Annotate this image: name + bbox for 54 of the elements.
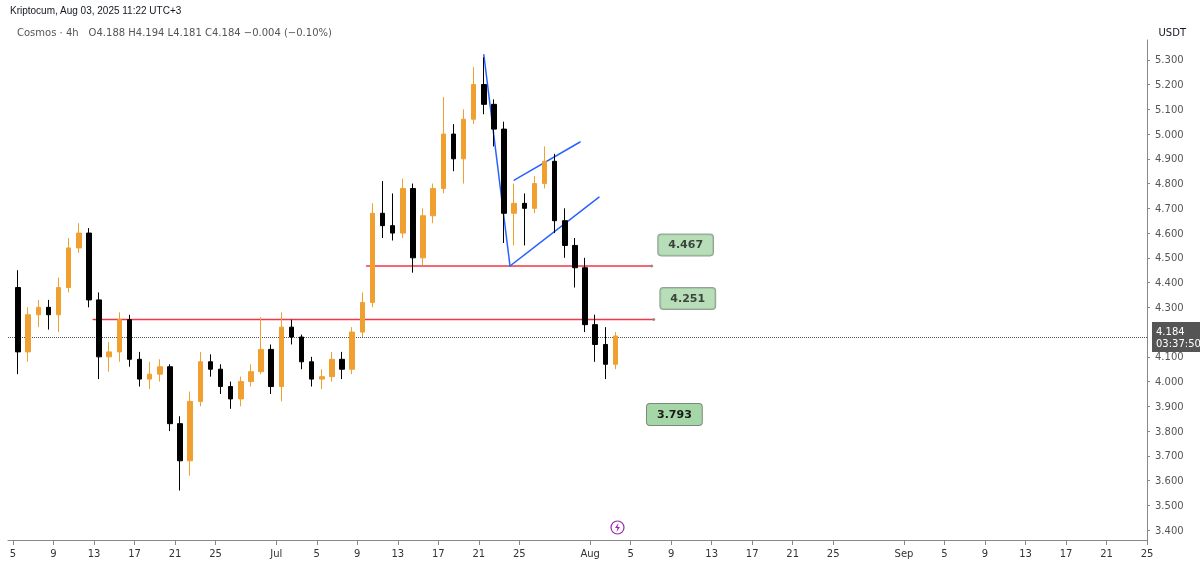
x-tick-label: Jul — [269, 547, 283, 559]
y-axis-title: USDT — [1158, 26, 1187, 38]
annotation: 4.467 — [668, 238, 704, 252]
x-tick-label: 21 — [472, 547, 486, 559]
chart-title: Cosmos · 4h — [17, 26, 79, 38]
x-tick-label: 5 — [941, 547, 948, 559]
x-tick-label: 5 — [313, 547, 320, 559]
y-tick-label: 3.700 — [1155, 450, 1184, 462]
x-tick-label: 21 — [786, 547, 800, 559]
x-tick-label: 5 — [627, 547, 634, 559]
x-tick-label: 9 — [667, 547, 675, 559]
y-tick-label: 5.200 — [1155, 79, 1184, 91]
x-tick-label: 25 — [1140, 547, 1154, 559]
x-tick-label: 5 — [9, 547, 17, 559]
y-tick-label: 4.800 — [1155, 178, 1184, 190]
y-tick-label: 3.800 — [1155, 425, 1184, 437]
x-tick-label: Sep — [894, 547, 914, 559]
y-tick-label: 4.400 — [1155, 277, 1184, 289]
y-tick-label: 5.100 — [1155, 103, 1184, 115]
x-tick-label: 21 — [1100, 547, 1113, 559]
annotation: 3.793 — [657, 408, 692, 421]
x-tick-label: 13 — [1019, 547, 1032, 559]
x-tick-label: 9 — [981, 547, 989, 559]
y-tick-label: 3.400 — [1155, 524, 1184, 536]
x-tick-label: 13 — [87, 547, 101, 559]
y-tick-label: 4.300 — [1155, 301, 1184, 313]
x-tick-label: 13 — [391, 547, 405, 559]
x-tick-label: 17 — [745, 547, 759, 559]
x-tick-label: 13 — [705, 547, 719, 559]
annotation: 4.251 — [670, 291, 706, 305]
x-tick-label: Aug — [580, 547, 600, 559]
x-tick-label: 25 — [826, 547, 840, 559]
y-tick-label: 3.600 — [1155, 475, 1184, 487]
y-tick-label: 3.900 — [1155, 400, 1184, 412]
x-tick-label: 9 — [50, 547, 57, 559]
x-tick-label: 17 — [128, 547, 141, 559]
y-tick-label: 4.100 — [1155, 351, 1184, 363]
chart-subtitle: O4.188 H4.194 L4.181 C4.184 −0.004 (−0.10%) — [88, 26, 333, 38]
y-tick-label: 4.900 — [1155, 153, 1184, 165]
y-tick-label: 4.500 — [1155, 252, 1184, 264]
x-tick-label: 9 — [354, 547, 361, 559]
ref-line-label: 4.184 03:37:50 — [1156, 325, 1200, 349]
y-tick-label: 4.700 — [1155, 202, 1184, 214]
x-tick-label: 17 — [431, 547, 445, 559]
y-tick-label: 4.600 — [1155, 227, 1184, 239]
y-tick-label: 5.000 — [1155, 128, 1184, 140]
x-tick-label: 25 — [209, 547, 222, 559]
x-tick-label: 17 — [1059, 547, 1073, 559]
x-tick-label: 21 — [168, 547, 182, 559]
y-tick-label: 5.300 — [1155, 54, 1184, 66]
text: Kriptocum, Aug 03, 2025 11:22 UTC+3 — [10, 4, 182, 16]
y-tick-label: 3.500 — [1155, 499, 1184, 511]
x-tick-label: 25 — [512, 547, 526, 559]
y-tick-label: 4.000 — [1155, 376, 1184, 388]
